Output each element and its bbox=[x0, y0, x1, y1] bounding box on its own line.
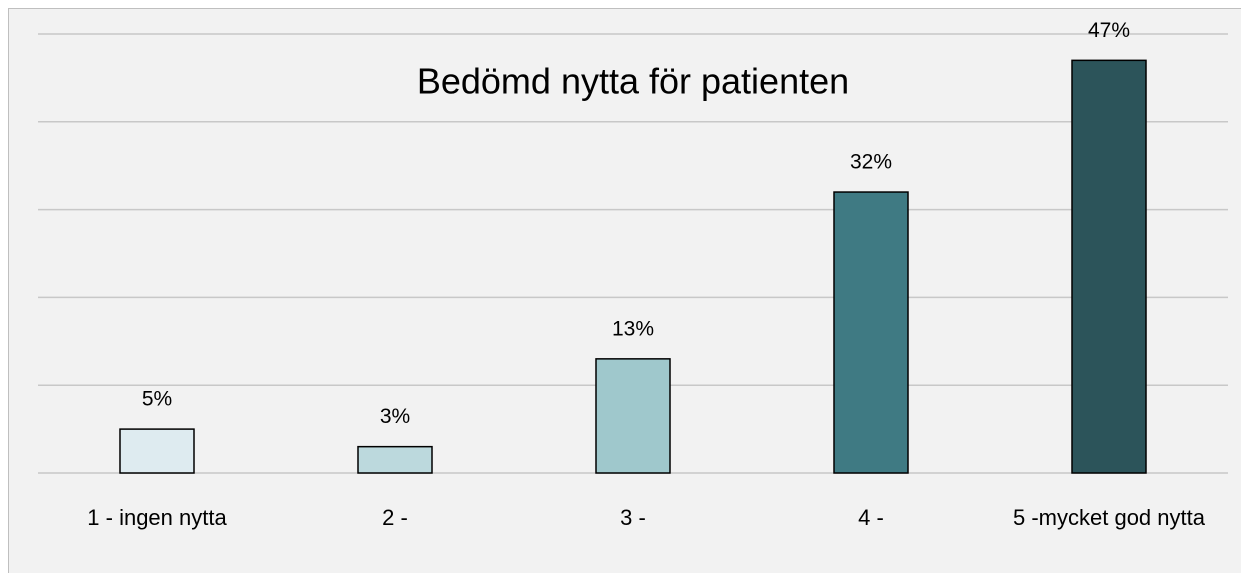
bar bbox=[833, 191, 909, 474]
x-tick-label: 1 - ingen nytta bbox=[87, 505, 227, 530]
bar bbox=[119, 428, 195, 474]
bar bbox=[595, 358, 671, 474]
chart-frame bbox=[8, 8, 1241, 573]
chart-title: Bedömd nytta för patienten bbox=[417, 61, 849, 102]
data-label: 47% bbox=[1088, 19, 1130, 42]
x-tick-label: 2 - bbox=[382, 505, 408, 530]
data-label: 3% bbox=[380, 405, 410, 428]
bar bbox=[1071, 59, 1147, 474]
data-label: 32% bbox=[850, 151, 892, 174]
x-tick-label: 5 -mycket god nytta bbox=[1013, 505, 1205, 530]
data-label: 5% bbox=[142, 388, 172, 411]
x-tick-label: 3 - bbox=[620, 505, 646, 530]
bar bbox=[357, 445, 433, 474]
data-label: 13% bbox=[612, 317, 654, 340]
x-tick-label: 4 - bbox=[858, 505, 884, 530]
